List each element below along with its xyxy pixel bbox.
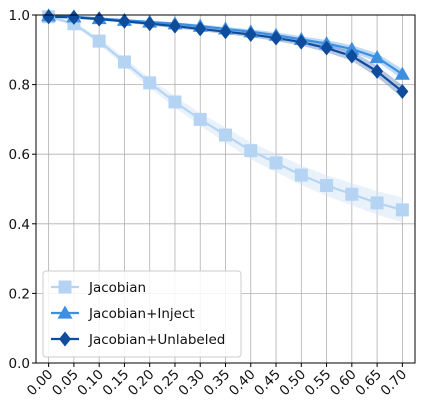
y-tick-label: 1.0 <box>9 8 30 24</box>
jacobian-unlabeled-point <box>67 9 80 25</box>
jacobian-point <box>219 128 232 142</box>
jacobian-point <box>193 112 207 126</box>
y-tick-label: 0.4 <box>9 217 30 233</box>
jacobian-unlabeled-point <box>396 84 409 100</box>
legend-label-jacobian: Jacobian <box>88 280 146 296</box>
jacobian-unlabeled-point <box>118 13 131 29</box>
legend-swatch-diamond <box>59 331 71 347</box>
jacobian-band <box>48 15 403 223</box>
jacobian-unlabeled-point <box>270 30 283 46</box>
legend: Jacobian Jacobian+Inject Jacobian+Unlabele… <box>42 270 242 358</box>
legend-items: Jacobian Jacobian+Inject Jacobian+Unlabele… <box>51 280 225 348</box>
legend-swatch-square <box>58 280 72 294</box>
jacobian-unlabeled-point <box>345 48 358 64</box>
jacobian-point <box>117 55 131 69</box>
jacobian-point <box>395 203 409 217</box>
jacobian-point <box>370 196 384 210</box>
jacobian-unlabeled-point <box>194 21 207 37</box>
legend-label-jacobian-unlabeled: Jacobian+Unlabeled <box>88 332 225 348</box>
y-tick-label: 0.0 <box>9 356 30 372</box>
jacobian-inject-point <box>394 66 410 80</box>
jacobian-unlabeled-point <box>371 63 384 79</box>
jacobian-point <box>244 144 258 158</box>
jacobian-unlabeled-point <box>42 9 55 25</box>
jacobian-point <box>294 168 308 182</box>
jacobian-unlabeled-point <box>244 26 257 42</box>
series-markers <box>41 8 410 217</box>
grid-lines <box>36 14 415 364</box>
jacobian-unlabeled-point <box>219 24 232 40</box>
jacobian-unlabeled-point <box>143 16 156 32</box>
y-tick-label: 0.2 <box>9 286 30 302</box>
legend-swatch-triangle <box>57 305 73 319</box>
jacobian-inject-point <box>344 41 360 55</box>
jacobian-unlabeled-point <box>168 18 181 34</box>
jacobian-point <box>143 76 157 90</box>
legend-label-jacobian-inject: Jacobian+Inject <box>88 306 195 322</box>
jacobian-point <box>345 187 359 201</box>
y-tick-label: 0.6 <box>9 147 30 163</box>
jacobian-point <box>92 34 106 48</box>
jacobian-unlabeled-point <box>93 11 106 27</box>
y-tick-label: 0.8 <box>9 78 30 94</box>
jacobian-point <box>320 179 334 193</box>
jacobian-unlabeled-point <box>295 34 308 50</box>
jacobian-point <box>168 95 182 109</box>
jacobian-point <box>269 156 283 170</box>
y-axis-ticks: 0.0 0.2 0.4 0.6 0.8 1.0 <box>9 8 36 372</box>
jacobian-unlabeled-point <box>320 40 333 56</box>
jacobian-inject-point <box>369 49 385 64</box>
legend-box <box>42 270 242 358</box>
